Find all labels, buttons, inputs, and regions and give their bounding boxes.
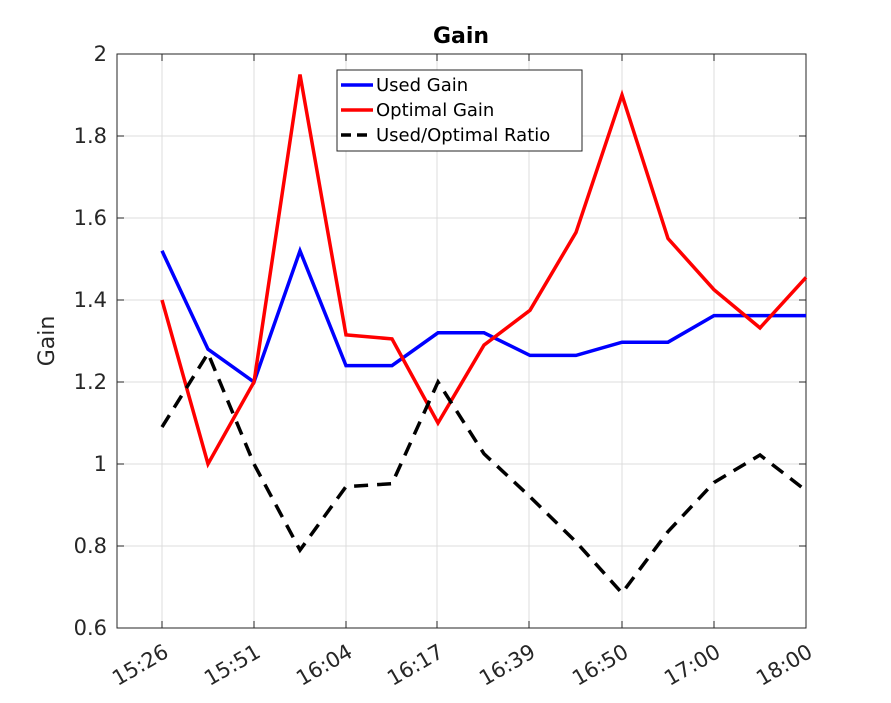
plot-frame [116, 53, 807, 629]
legend: Used Gain Optimal Gain Used/Optimal Ratio [336, 69, 583, 152]
chart-title: Gain [433, 24, 489, 49]
legend-label-1: Used Gain [376, 75, 468, 96]
x-tick-label: 15:51 [200, 640, 264, 691]
x-tick-label: 16:17 [383, 640, 447, 691]
y-axis-label: Gain [35, 316, 60, 367]
x-tick-label: 15:26 [108, 640, 172, 691]
y-tick-label: 1.2 [74, 370, 107, 394]
x-tick-label: 18:00 [752, 640, 816, 691]
y-tick-labels: 0.6 0.8 1 1.2 1.4 1.6 1.8 2 [74, 42, 107, 640]
ticks-layer [117, 53, 807, 629]
x-tick-labels: 15:26 15:51 16:04 16:17 16:39 16:50 17:00 18:00 [108, 640, 816, 691]
series-line-3 [160, 349, 808, 596]
series-line-2 [160, 74, 808, 469]
x-tick-label: 17:00 [660, 640, 724, 691]
legend-label-2: Optimal Gain [376, 100, 494, 121]
legend-label-3: Used/Optimal Ratio [376, 125, 550, 146]
y-tick-label: 1.4 [74, 288, 107, 312]
legend-box [336, 69, 583, 152]
y-tick-label: 2 [94, 42, 107, 66]
x-tick-label: 16:50 [568, 640, 632, 691]
x-tick-label: 16:04 [292, 640, 356, 691]
series-line-1 [160, 245, 806, 385]
y-tick-label: 0.6 [74, 616, 107, 640]
x-tick-label: 16:39 [475, 640, 539, 691]
series-layer [160, 74, 808, 596]
y-tick-label: 1.6 [74, 206, 107, 230]
y-tick-label: 1.8 [74, 124, 107, 148]
y-tick-label: 0.8 [74, 534, 107, 558]
y-tick-label: 1 [94, 452, 107, 476]
